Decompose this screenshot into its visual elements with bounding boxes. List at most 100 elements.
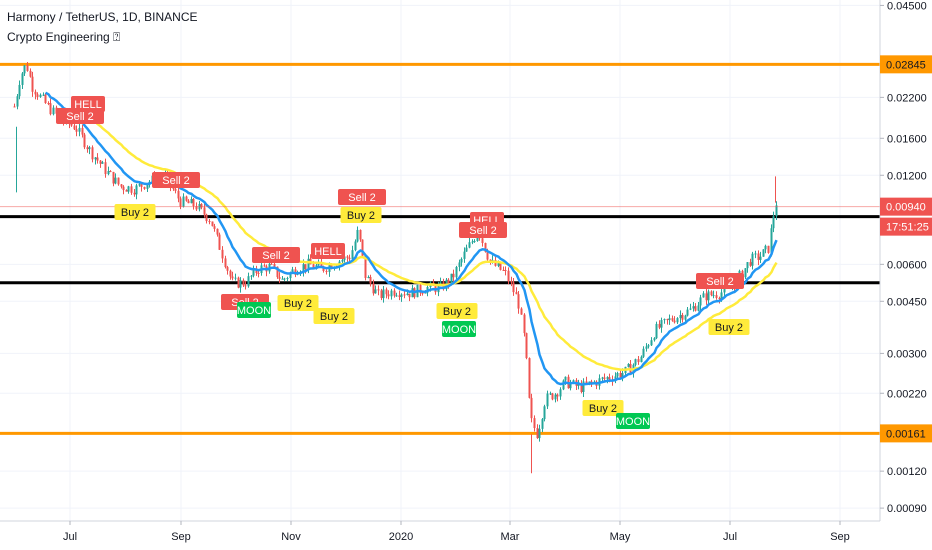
- candle-body: [390, 290, 393, 297]
- candle-body: [510, 281, 513, 283]
- candle-body: [122, 186, 125, 191]
- candle-body: [286, 278, 289, 280]
- candle-body: [312, 264, 315, 269]
- signal-label-text: Sell 2: [262, 250, 290, 262]
- price-axis-tick-label: 0.00300: [887, 348, 927, 360]
- candle-body: [182, 196, 185, 207]
- signal-label-text: Buy 2: [284, 298, 312, 310]
- level-price-tag-text: 0.00161: [886, 428, 926, 440]
- moon-signal-label: MOON: [616, 413, 650, 429]
- signal-label-box: [696, 273, 744, 289]
- candle-body: [205, 214, 208, 222]
- candle-body: [582, 381, 585, 392]
- candle-body: [556, 394, 559, 397]
- candle-body: [239, 280, 242, 288]
- price-axis-tick-label: 0.01600: [887, 133, 927, 145]
- sell-signal-label: Sell 2: [459, 222, 507, 238]
- candle-body: [192, 198, 195, 207]
- candle-body: [382, 289, 385, 299]
- candle-body: [676, 318, 679, 323]
- signal-label-box: [436, 303, 478, 319]
- candle-body: [525, 333, 528, 359]
- candle-body: [762, 249, 765, 257]
- candle-body: [530, 397, 533, 419]
- candle-body: [673, 320, 676, 323]
- candle-body: [689, 308, 692, 310]
- signal-label-box: [277, 295, 319, 311]
- candle-body: [694, 306, 697, 311]
- candle-body: [218, 234, 221, 250]
- candle-body: [608, 377, 611, 380]
- candle-body: [744, 268, 747, 278]
- candle-body: [374, 289, 377, 294]
- candle-body: [320, 262, 323, 267]
- signal-label-box: [313, 308, 355, 324]
- candle-body: [387, 294, 390, 297]
- candle-body: [590, 381, 593, 383]
- candle-body: [356, 229, 359, 242]
- sell-signal-label: HELL: [311, 243, 345, 259]
- signal-label-box: [582, 400, 624, 416]
- candle-body: [627, 363, 630, 367]
- candle-body: [715, 295, 718, 298]
- candle-body: [291, 269, 294, 273]
- candle-body: [289, 272, 292, 279]
- candle-body: [146, 184, 149, 189]
- candle-body: [533, 418, 536, 429]
- candle-body: [361, 239, 364, 256]
- indicator-name: Crypto Engineering ⍰: [7, 30, 121, 44]
- candle-body: [117, 177, 120, 185]
- candle-body: [276, 266, 279, 278]
- candle-body: [88, 147, 91, 150]
- candle-body: [138, 184, 141, 186]
- countdown-tag-text: 17:51:25: [886, 222, 929, 234]
- candle-body: [406, 293, 409, 295]
- candle-body: [398, 295, 401, 297]
- candle-body: [757, 253, 760, 260]
- candle-body: [203, 207, 206, 215]
- candle-body: [658, 323, 661, 328]
- candle-body: [705, 293, 708, 301]
- candle-body: [554, 394, 557, 400]
- candle-body: [408, 293, 411, 298]
- candle-body: [439, 282, 442, 285]
- candle-body: [42, 94, 45, 96]
- candle-body: [348, 257, 351, 260]
- candle-body: [421, 292, 424, 294]
- candle-body: [679, 314, 682, 319]
- candle-body: [216, 228, 219, 235]
- candle-body: [541, 419, 544, 429]
- candle-body: [562, 380, 565, 390]
- candle-body: [720, 292, 723, 299]
- signal-label-text: Buy 2: [443, 306, 471, 318]
- candle-body: [346, 256, 349, 258]
- candle-body: [476, 235, 479, 242]
- candle-body: [634, 359, 637, 365]
- candle-body: [369, 276, 372, 284]
- candle-body: [29, 70, 32, 77]
- price-axis-tick-label: 0.00600: [887, 259, 927, 271]
- sell-signal-label: Sell 2: [696, 273, 744, 289]
- candle-body: [302, 264, 305, 272]
- signal-label-box: [56, 108, 104, 124]
- price-axis-tick-label: 0.01200: [887, 170, 927, 182]
- buy-signal-label: Buy 2: [277, 295, 319, 311]
- candle-body: [270, 263, 273, 265]
- candle-body: [140, 184, 143, 187]
- candle-body: [242, 280, 245, 286]
- candle-body: [23, 65, 26, 74]
- signal-label-box: [152, 172, 200, 188]
- signal-label-text: Sell 2: [66, 111, 94, 123]
- candle-body: [364, 255, 367, 279]
- signal-label-text: Buy 2: [589, 403, 617, 415]
- slow-moving-average-line: [91, 118, 778, 372]
- candle-body: [497, 263, 500, 266]
- candle-body: [125, 190, 128, 192]
- level-price-tag: [880, 55, 932, 74]
- candle-body: [359, 229, 362, 240]
- candle-body: [699, 297, 702, 306]
- candle-body: [749, 262, 752, 266]
- candle-body: [471, 241, 474, 243]
- candle-body: [257, 272, 260, 274]
